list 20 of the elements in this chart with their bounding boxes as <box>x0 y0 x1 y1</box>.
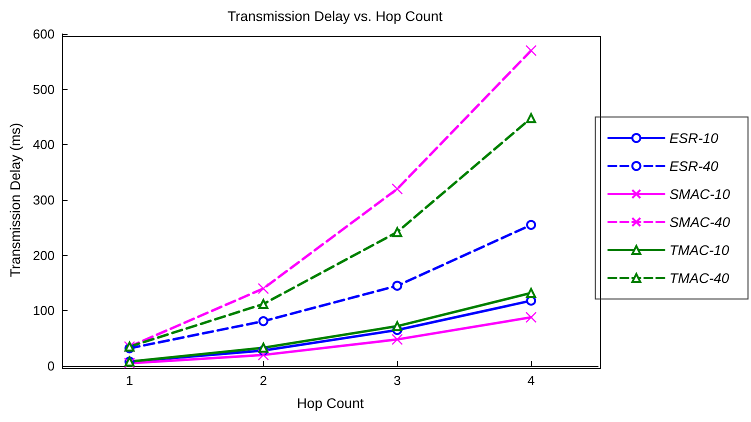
x-tick-label: 4 <box>527 373 535 388</box>
x-axis-title: Hop Count <box>296 395 364 411</box>
y-tick-label: 400 <box>32 137 55 152</box>
legend-label: SMAC-40 <box>669 214 730 230</box>
x-tick-label: 2 <box>260 373 267 388</box>
chart-title: Transmission Delay vs. Hop Count <box>227 8 443 24</box>
legend-label: ESR-10 <box>669 130 719 146</box>
y-axis-title: Transmission Delay (ms) <box>7 122 23 278</box>
y-tick-label: 0 <box>47 358 55 374</box>
y-tick-label: 500 <box>32 82 55 97</box>
x-tick-label: 1 <box>126 373 134 388</box>
legend-label: TMAC-40 <box>669 270 730 286</box>
y-tick-label: 300 <box>32 192 55 208</box>
y-tick-label: 600 <box>32 26 55 42</box>
legend-label: TMAC-10 <box>669 242 730 258</box>
y-tick-label: 100 <box>32 303 55 318</box>
y-tick-label: 200 <box>32 248 55 263</box>
legend-label: ESR-40 <box>669 158 719 174</box>
legend-label: SMAC-10 <box>669 186 730 202</box>
x-tick-label: 3 <box>394 373 401 388</box>
